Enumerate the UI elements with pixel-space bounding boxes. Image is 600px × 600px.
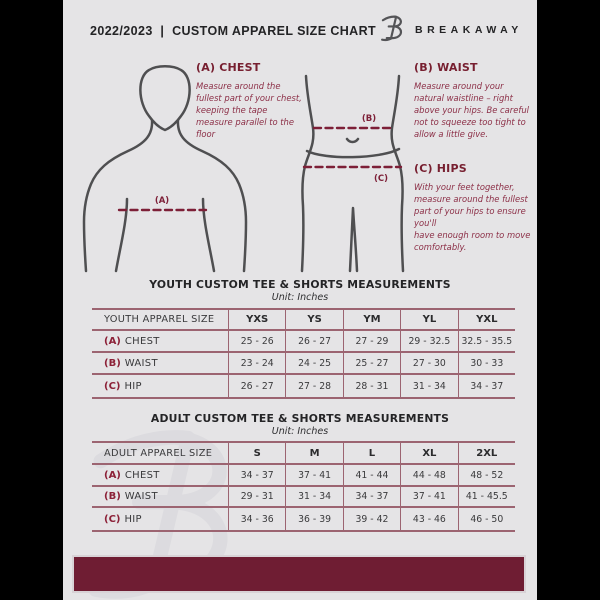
table-cell: 44 - 48 bbox=[400, 465, 458, 487]
table-cell: 34 - 36 bbox=[228, 508, 285, 530]
chest-line-label: (A) bbox=[155, 196, 169, 206]
chest-heading: (A) CHEST bbox=[196, 61, 261, 74]
table-cell: 34 - 37 bbox=[228, 465, 286, 487]
row-label: (B) WAIST bbox=[92, 487, 228, 508]
row-label: (C) HIP bbox=[92, 375, 228, 397]
table-cell: 29 - 32.5 bbox=[400, 331, 458, 353]
column-header: M bbox=[285, 443, 343, 465]
youth-table-title: YOUTH CUSTOM TEE & SHORTS MEASUREMENTS bbox=[149, 278, 451, 291]
table-cell: 34 - 37 bbox=[457, 375, 515, 397]
row-label-prefix: (B) bbox=[104, 491, 121, 502]
column-header: YXL bbox=[457, 310, 515, 331]
table-cell: 48 - 52 bbox=[457, 465, 515, 487]
column-header: 2XL bbox=[457, 443, 515, 465]
table-cell: 26 - 27 bbox=[228, 375, 285, 397]
measurement-figures-diagram: (A) (B) (C) bbox=[82, 65, 405, 273]
breakaway-logo-icon bbox=[381, 15, 403, 42]
row-label: (B) WAIST bbox=[92, 353, 228, 375]
adult-size-table: ADULT APPAREL SIZE S M L XL 2XL (A) CHES… bbox=[92, 441, 515, 532]
table-cell: 41 - 45.5 bbox=[457, 487, 515, 508]
row-label-text: HIP bbox=[124, 513, 142, 525]
hips-heading: (C) HIPS bbox=[414, 162, 467, 175]
row-label-text: WAIST bbox=[124, 357, 158, 369]
brand-name: BREAKAWAY bbox=[415, 24, 523, 36]
table-cell: 31 - 34 bbox=[400, 375, 457, 397]
waist-instructions: (B) WAIST Measure around your natural wa… bbox=[414, 61, 532, 140]
waist-line-label: (B) bbox=[362, 114, 376, 124]
lower-body-figure: (B) (C) bbox=[300, 74, 405, 273]
hips-line-label: (C) bbox=[374, 174, 388, 184]
row-label-prefix: (A) bbox=[104, 469, 121, 481]
table-cell: 37 - 41 bbox=[285, 465, 343, 487]
row-label-text: CHEST bbox=[124, 335, 160, 347]
table-cell: 28 - 31 bbox=[342, 375, 400, 397]
table-cell: 27 - 29 bbox=[342, 331, 401, 353]
table-cell: 29 - 31 bbox=[228, 487, 286, 508]
row-label-prefix: (A) bbox=[104, 335, 121, 347]
table-cell: 27 - 30 bbox=[400, 353, 458, 375]
row-label: (C) HIP bbox=[92, 508, 228, 530]
row-label-prefix: (C) bbox=[104, 380, 121, 392]
column-header: YXS bbox=[228, 310, 286, 331]
page-title: 2022/2023 | CUSTOM APPAREL SIZE CHART bbox=[90, 24, 377, 38]
table-cell: 30 - 33 bbox=[457, 353, 515, 375]
adult-table-title: ADULT CUSTOM TEE & SHORTS MEASUREMENTS bbox=[150, 412, 450, 425]
chest-instructions: (A) CHEST Measure around the fullest par… bbox=[196, 61, 302, 140]
table-cell: 41 - 44 bbox=[342, 465, 401, 487]
table-cell: 34 - 37 bbox=[342, 487, 401, 508]
table-cell: 25 - 26 bbox=[228, 331, 286, 353]
row-label-prefix: (B) bbox=[104, 357, 121, 369]
table-cell: 23 - 24 bbox=[228, 353, 286, 375]
waist-body-text: Measure around your natural waistline – … bbox=[414, 81, 529, 140]
table-cell: 26 - 27 bbox=[285, 331, 343, 353]
column-header: YOUTH APPAREL SIZE bbox=[92, 310, 228, 331]
table-cell: 31 - 34 bbox=[285, 487, 343, 508]
column-header: S bbox=[228, 443, 286, 465]
table-cell: 24 - 25 bbox=[285, 353, 343, 375]
row-label: (A) CHEST bbox=[92, 331, 228, 353]
row-label-text: CHEST bbox=[124, 469, 160, 481]
row-label-prefix: (C) bbox=[104, 513, 121, 525]
chest-body-text: Measure around the fullest part of your … bbox=[196, 81, 302, 140]
column-header: XL bbox=[400, 443, 458, 465]
table-cell: 46 - 50 bbox=[457, 508, 515, 530]
table-cell: 37 - 41 bbox=[400, 487, 458, 508]
hips-instructions: (C) HIPS With your feet together, measur… bbox=[414, 162, 532, 254]
column-header: ADULT APPAREL SIZE bbox=[92, 443, 228, 465]
waist-heading: (B) WAIST bbox=[414, 61, 478, 74]
torso-figure: (A) bbox=[82, 65, 248, 273]
table-cell: 32.5 - 35.5 bbox=[457, 331, 515, 353]
column-header: YM bbox=[342, 310, 401, 331]
footer-bar bbox=[72, 555, 526, 593]
chart-content-area: 2022/2023 | CUSTOM APPAREL SIZE CHART BR… bbox=[63, 0, 537, 600]
row-label-text: WAIST bbox=[124, 491, 158, 502]
table-cell: 43 - 46 bbox=[400, 508, 457, 530]
hips-body-text: With your feet together, measure around … bbox=[414, 182, 531, 253]
table-cell: 39 - 42 bbox=[342, 508, 400, 530]
adult-table-unit: Unit: Inches bbox=[271, 426, 329, 437]
column-header: YS bbox=[285, 310, 343, 331]
table-cell: 36 - 39 bbox=[285, 508, 342, 530]
column-header: YL bbox=[400, 310, 458, 331]
column-header: L bbox=[342, 443, 401, 465]
table-cell: 27 - 28 bbox=[285, 375, 342, 397]
youth-table-unit: Unit: Inches bbox=[271, 292, 329, 303]
table-cell: 25 - 27 bbox=[342, 353, 401, 375]
row-label-text: HIP bbox=[124, 380, 142, 392]
youth-size-table: YOUTH APPAREL SIZE YXS YS YM YL YXL (A) … bbox=[92, 308, 515, 399]
row-label: (A) CHEST bbox=[92, 465, 228, 487]
